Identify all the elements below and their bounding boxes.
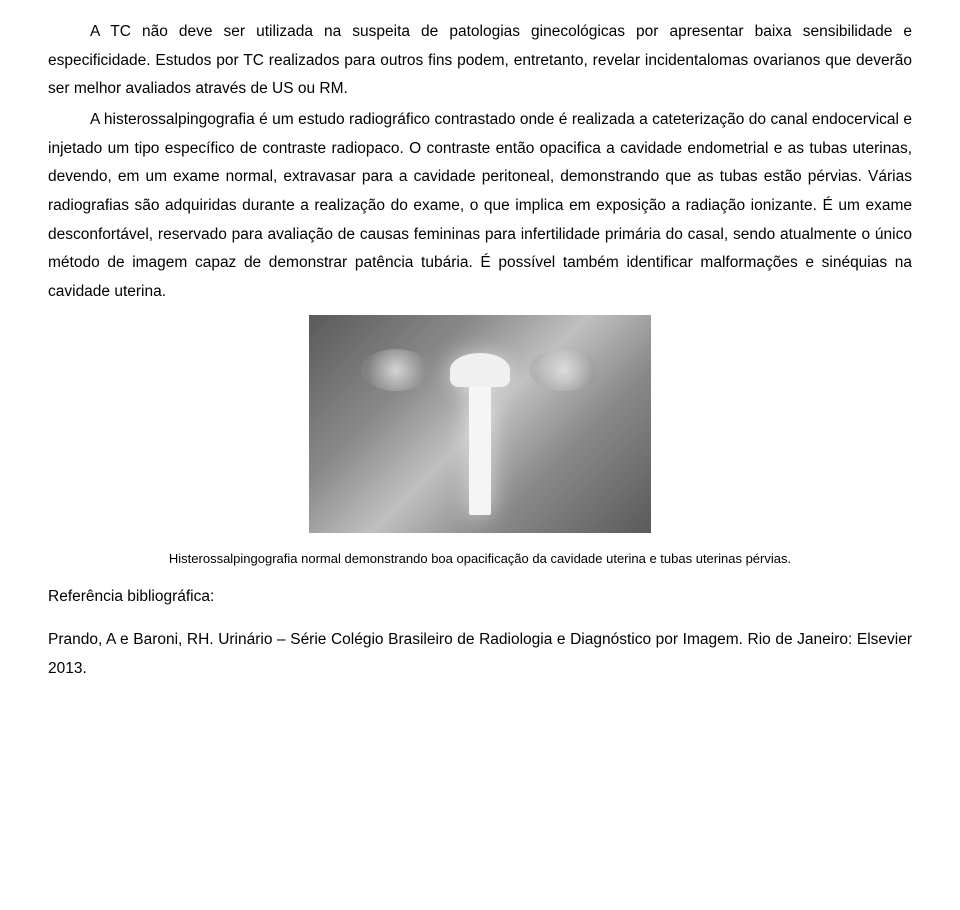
references-heading: Referência bibliográfica: [48,588,912,606]
figure-caption: Histerossalpingografia normal demonstran… [48,549,912,569]
image-decoration [361,349,431,391]
image-decoration [529,349,599,391]
figure-container: Histerossalpingografia normal demonstran… [48,315,912,569]
body-paragraph-1: A TC não deve ser utilizada na suspeita … [48,18,912,104]
references-body: Prando, A e Baroni, RH. Urinário – Série… [48,626,912,683]
radiograph-image [309,315,651,533]
body-paragraph-2: A histerossalpingografia é um estudo rad… [48,106,912,307]
